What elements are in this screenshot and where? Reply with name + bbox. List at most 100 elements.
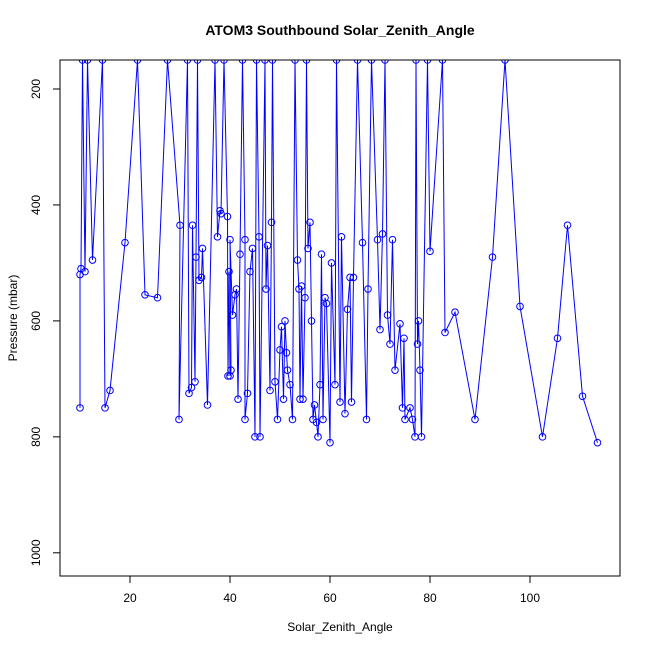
- data-point-74: [297, 282, 306, 290]
- data-point-53: [256, 433, 264, 441]
- data-point-36: [226, 372, 234, 380]
- data-point-112: [388, 235, 397, 244]
- data-point-90: [326, 438, 334, 447]
- data-point-132: [488, 253, 497, 261]
- data-point-102: [358, 238, 367, 247]
- data-point-21: [191, 377, 199, 386]
- data-point-6: [88, 256, 97, 264]
- series-line: [79, 60, 598, 443]
- data-point-12: [141, 291, 149, 299]
- x-tick-label-60: 60: [323, 591, 337, 605]
- data-point-76: [301, 293, 309, 302]
- data-point-134: [516, 302, 524, 311]
- data-point-124: [416, 366, 424, 374]
- data-point-106: [373, 235, 382, 244]
- data-point-96: [341, 409, 349, 418]
- data-point-40: [231, 291, 239, 299]
- data-point-86: [317, 250, 326, 259]
- data-point-119: [408, 415, 417, 424]
- data-point-60: [271, 377, 279, 386]
- data-point-13: [153, 293, 162, 302]
- data-point-19: [187, 383, 196, 392]
- data-point-29: [213, 233, 222, 241]
- data-point-91: [327, 259, 336, 267]
- y-axis-label: Pressure (mbar): [6, 275, 20, 362]
- data-point-114: [396, 320, 404, 328]
- y-tick-label-1000: 1000: [29, 539, 43, 566]
- data-point-57: [266, 386, 274, 395]
- data-point-94: [336, 398, 344, 406]
- x-tick-label-20: 20: [123, 591, 137, 605]
- data-point-110: [383, 311, 392, 319]
- data-point-88: [321, 293, 329, 302]
- data-point-35: [225, 267, 233, 276]
- data-point-125: [417, 433, 426, 441]
- data-point-61: [273, 415, 282, 424]
- data-point-115: [398, 404, 407, 412]
- data-point-16: [175, 415, 183, 424]
- data-point-58: [267, 218, 276, 227]
- data-point-118: [406, 404, 414, 412]
- data-point-135: [538, 433, 547, 441]
- data-point-25: [197, 273, 206, 282]
- data-point-84: [314, 433, 322, 441]
- data-point-26: [198, 244, 207, 253]
- data-point-69: [288, 415, 297, 424]
- data-point-75: [299, 395, 307, 403]
- data-point-68: [286, 380, 294, 389]
- data-point-0: [76, 404, 84, 412]
- data-point-67: [283, 366, 292, 374]
- plot-layer: 20 40 60 80 100 200 400 600 800 1000: [29, 59, 621, 605]
- data-point-113: [391, 366, 399, 374]
- data-point-52: [255, 233, 263, 241]
- data-point-64: [279, 395, 288, 403]
- data-point-127: [426, 247, 434, 256]
- data-point-20: [188, 221, 197, 230]
- data-point-65: [281, 317, 289, 325]
- data-point-117: [401, 415, 409, 424]
- data-point-56: [263, 241, 272, 250]
- data-point-136: [553, 334, 562, 343]
- data-point-38: [226, 235, 234, 244]
- data-point-31: [217, 209, 225, 218]
- data-point-103: [362, 415, 371, 424]
- data-point-95: [337, 233, 346, 241]
- data-point-42: [234, 395, 242, 403]
- data-point-71: [293, 256, 302, 264]
- data-point-107: [376, 325, 384, 334]
- data-point-82: [310, 401, 319, 409]
- data-point-8: [101, 404, 109, 412]
- data-point-33: [223, 212, 232, 221]
- data-point-108: [378, 230, 387, 238]
- data-point-100: [349, 273, 358, 282]
- data-point-122: [413, 340, 422, 348]
- data-point-138: [578, 392, 587, 401]
- data-point-9: [106, 386, 114, 395]
- data-point-137: [563, 221, 572, 230]
- data-point-27: [203, 401, 212, 409]
- y-tick-label-800: 800: [29, 427, 43, 447]
- data-point-49: [248, 244, 257, 253]
- data-point-92: [331, 380, 339, 389]
- y-tick-label-400: 400: [29, 195, 43, 215]
- y-tick-label-600: 600: [29, 311, 43, 331]
- x-axis-label: Solar_Zenith_Angle: [287, 620, 393, 634]
- data-point-55: [262, 285, 270, 293]
- x-tick-label-100: 100: [520, 591, 540, 605]
- x-tick-label-80: 80: [423, 591, 437, 605]
- data-point-79: [306, 218, 314, 227]
- data-point-89: [322, 299, 331, 308]
- data-point-98: [346, 273, 354, 282]
- y-tick-label-200: 200: [29, 79, 43, 99]
- data-point-41: [232, 285, 241, 293]
- data-point-73: [296, 395, 304, 403]
- data-point-48: [246, 267, 254, 276]
- data-point-131: [471, 415, 479, 424]
- data-point-10: [121, 238, 129, 247]
- data-point-104: [364, 285, 372, 293]
- data-point-50: [251, 433, 259, 441]
- data-point-63: [277, 322, 286, 331]
- data-point-43: [236, 250, 244, 259]
